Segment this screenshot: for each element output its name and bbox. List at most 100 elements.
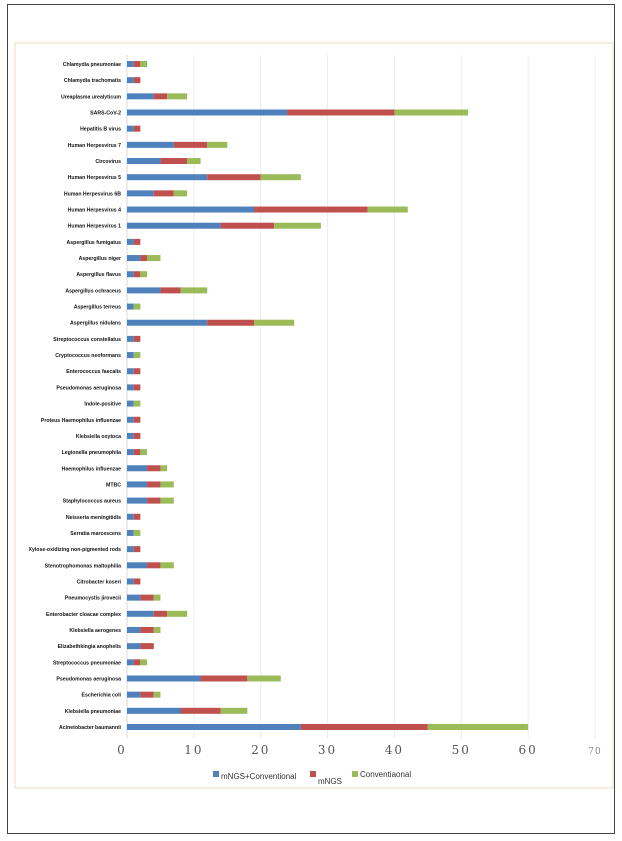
category-label: Klebsiella oxytoca [76,434,121,440]
bar-segment-conventional [274,222,321,229]
category-label: Aspergillus nidulans [70,321,121,327]
bar-segment-conventional [133,352,141,359]
bar-segment-mngs [140,643,154,650]
bar-segment-mngs [147,481,161,488]
bar-segment-conventional [140,271,148,278]
bar-segment-mngs-conventional [127,352,134,359]
category-label: Aspergillus niger [79,256,121,262]
bar-segment-mngs [140,594,154,601]
bar-segment-mngs-conventional [127,626,141,633]
bar-segment-mngs-conventional [127,659,134,666]
bar-segment-mngs-conventional [127,158,161,165]
bar-segment-mngs-conventional [127,287,161,294]
bar-segment-mngs [200,675,248,682]
bar-segment-mngs-conventional [127,529,134,536]
category-label: Aspergillus flavus [76,272,121,278]
category-label: Enterococcus faecalis [66,369,121,375]
x-tick-label: 50 [452,743,471,757]
bar-segment-mngs [147,562,161,569]
category-label: Ureaplasma urealyticum [61,94,121,100]
bar-segment-mngs [220,222,275,229]
bar-segment-conventional [207,141,228,148]
bar-segment-conventional [254,319,295,326]
bar-segment-mngs [153,610,168,617]
bar-segment-mngs [133,432,141,439]
bar-segment-conventional [140,659,148,666]
category-label: Circovirus [95,159,121,165]
bar-segment-mngs-conventional [127,416,134,423]
bar-segment-conventional [153,626,161,633]
bar-segment-conventional [167,93,188,100]
bar-segment-mngs-conventional [127,497,148,504]
category-label: Streptococcus constellatus [53,337,121,343]
category-label: Klebsiella aerogenes [69,628,121,634]
bar-segment-conventional [153,594,161,601]
bar-segment-mngs-conventional [127,432,134,439]
category-label: Hepatitis B virus [80,127,121,133]
x-tick-label: 20 [251,743,270,757]
category-label: SARS-CoV-2 [90,111,121,117]
bar-segment-mngs-conventional [127,400,134,407]
bar-segment-mngs [300,724,428,730]
bar-segment-mngs-conventional [127,449,134,456]
category-label: Human Herpesvirus 4 [68,208,121,214]
bar-segment-mngs [133,513,141,520]
grid [126,55,596,738]
legend-label: mNGS [318,777,342,786]
bar-segment-mngs-conventional [127,319,208,326]
bar-segment-conventional [180,287,208,294]
bar-segment-conventional [160,465,168,472]
x-tick-label: 70 [588,747,601,757]
category-label: Stenotrophomonas maltophilia [45,563,121,569]
bar-segment-mngs-conventional [127,691,141,698]
bar-segment-mngs-conventional [127,93,154,100]
category-label: Haemophilus influenzae [62,466,121,472]
bar-segment-mngs [133,659,141,666]
bar-segment-mngs-conventional [127,578,134,585]
bar-segment-mngs [133,238,141,245]
bar-segment-conventional [147,255,161,262]
bar-segment-mngs-conventional [127,255,141,262]
category-label: Human Herpesvirus 1 [68,224,121,230]
category-label: Human Herpesvirus 7 [68,143,121,149]
category-label: Cryptococcus neoformans [55,353,121,359]
bar-segment-conventional [167,610,188,617]
bar-segment-mngs [133,578,141,585]
legend-label: mNGS+Conventional [221,772,297,781]
bar-segment-mngs-conventional [127,61,134,67]
bar-segment-mngs-conventional [127,206,255,213]
bar-segment-conventional [140,449,148,456]
bar-segment-mngs [153,190,174,197]
bar-segment-conventional [173,190,188,197]
bar-segment-mngs [133,61,141,67]
bar-segment-mngs-conventional [127,109,288,116]
bar-segment-mngs-conventional [127,335,134,342]
bar-segment-mngs-conventional [127,303,134,310]
bar-segment-mngs-conventional [127,610,154,617]
bar-segment-conventional [133,400,141,407]
bar-segment-mngs-conventional [127,368,134,375]
x-tick-label: 60 [519,743,538,757]
figure-frame [7,4,615,834]
category-label: Xylose-oxidizing non-pigmented rods [28,547,121,553]
bar-segment-mngs [207,319,255,326]
bar-segment-mngs [133,546,141,553]
bar-segment-conventional [153,691,161,698]
bar-segment-mngs-conventional [127,594,141,601]
bar-segment-mngs [140,626,154,633]
bar-segment-mngs-conventional [127,271,134,278]
category-label: Citrobacter koseri [77,579,122,585]
bar-segment-mngs-conventional [127,174,208,181]
bar-segment-mngs [133,271,141,278]
bar-segment-conventional [133,529,141,536]
bar-segment-mngs [133,125,141,132]
bar-segment-mngs [140,255,148,262]
bar-segment-conventional [160,481,174,488]
bar-segment-mngs [133,416,141,423]
category-label: Indole-positive [84,402,121,408]
category-label: Staphylococcus aureus [63,499,121,505]
bar-segment-mngs [133,368,141,375]
bar-segment-mngs [160,287,181,294]
bar-segment-mngs [207,174,261,181]
category-label: Human Herpesvirus 6B [64,191,121,197]
